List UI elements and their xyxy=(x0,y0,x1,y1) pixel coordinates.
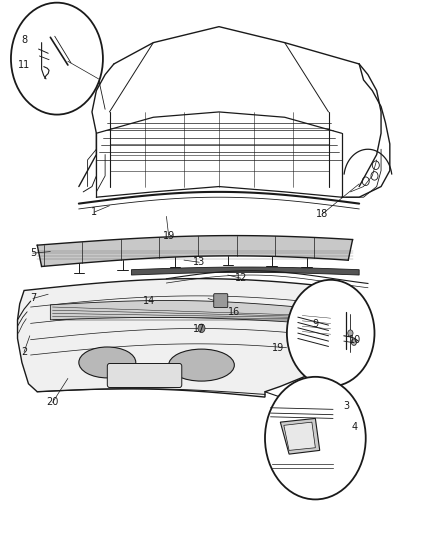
FancyBboxPatch shape xyxy=(214,294,228,308)
Text: 18: 18 xyxy=(316,209,328,219)
FancyBboxPatch shape xyxy=(107,364,182,387)
Text: 17: 17 xyxy=(193,324,205,334)
Text: 1: 1 xyxy=(91,207,97,217)
Text: 3: 3 xyxy=(343,401,349,411)
Circle shape xyxy=(351,339,357,345)
Text: 12: 12 xyxy=(235,273,247,283)
Circle shape xyxy=(11,3,103,115)
Ellipse shape xyxy=(79,347,136,378)
Text: 20: 20 xyxy=(46,398,59,407)
Text: 5: 5 xyxy=(30,248,36,258)
Text: 7: 7 xyxy=(30,294,36,303)
Text: 16: 16 xyxy=(228,307,240,317)
Circle shape xyxy=(265,377,366,499)
Polygon shape xyxy=(37,236,353,266)
Polygon shape xyxy=(284,422,315,450)
Polygon shape xyxy=(18,279,364,397)
Text: 8: 8 xyxy=(21,35,27,45)
Text: 4: 4 xyxy=(352,423,358,432)
Text: 19: 19 xyxy=(162,231,175,240)
Circle shape xyxy=(198,324,205,333)
Ellipse shape xyxy=(169,349,234,381)
Text: 10: 10 xyxy=(349,335,361,345)
Text: 11: 11 xyxy=(18,60,30,70)
Text: 14: 14 xyxy=(143,296,155,306)
Text: 13: 13 xyxy=(193,257,205,267)
Polygon shape xyxy=(131,267,359,275)
Polygon shape xyxy=(280,418,320,454)
Text: 2: 2 xyxy=(21,347,27,357)
Text: 19: 19 xyxy=(272,343,284,352)
Circle shape xyxy=(348,330,353,336)
Circle shape xyxy=(287,280,374,386)
Polygon shape xyxy=(50,301,322,324)
Text: 9: 9 xyxy=(312,319,318,329)
